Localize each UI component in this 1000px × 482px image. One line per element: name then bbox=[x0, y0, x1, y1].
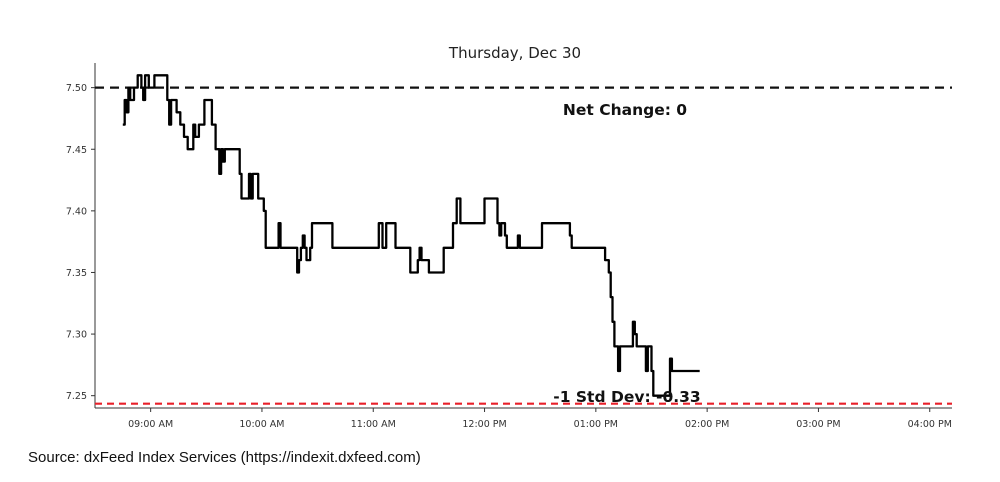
std-dev-label: -1 Std Dev: -0.33 bbox=[553, 388, 700, 406]
x-tick-label: 11:00 AM bbox=[351, 419, 396, 430]
y-tick-label: 7.30 bbox=[66, 330, 87, 341]
price-series-line bbox=[122, 74, 700, 397]
y-tick-label: 7.50 bbox=[66, 83, 87, 94]
x-tick-label: 02:00 PM bbox=[685, 419, 729, 430]
y-axis-ticks: 7.25 7.30 7.35 7.40 7.45 7.50 bbox=[66, 83, 95, 402]
y-tick-label: 7.45 bbox=[66, 145, 87, 156]
x-tick-label: 09:00 AM bbox=[128, 419, 173, 430]
source-caption: Source: dxFeed Index Services (https://i… bbox=[28, 449, 421, 466]
y-tick-label: 7.25 bbox=[66, 391, 87, 402]
x-tick-label: 03:00 PM bbox=[796, 419, 840, 430]
y-tick-label: 7.40 bbox=[66, 206, 87, 217]
x-tick-label: 12:00 PM bbox=[462, 419, 506, 430]
x-tick-label: 01:00 PM bbox=[574, 419, 618, 430]
x-tick-label: 10:00 AM bbox=[239, 419, 284, 430]
y-tick-label: 7.35 bbox=[66, 268, 87, 279]
x-tick-label: 04:00 PM bbox=[908, 419, 952, 430]
x-axis-ticks: 09:00 AM 10:00 AM 11:00 AM 12:00 PM 01:00 PM… bbox=[128, 408, 952, 430]
chart-title: Thursday, Dec 30 bbox=[448, 44, 581, 62]
net-change-label: Net Change: 0 bbox=[563, 101, 687, 119]
